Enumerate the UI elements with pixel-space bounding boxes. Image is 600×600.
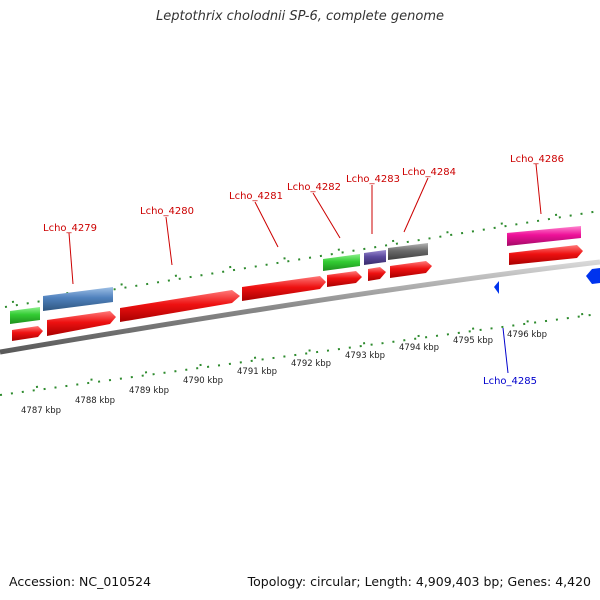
cds-arrow <box>390 261 432 278</box>
lower-tick-ruler <box>0 311 599 396</box>
reverse-strand-track <box>494 268 600 294</box>
gene-label[interactable]: Lcho_4280 <box>140 206 194 217</box>
gene-label[interactable]: Lcho_4281 <box>229 191 283 202</box>
reverse-gene-marker <box>494 281 499 294</box>
cds-track <box>12 245 583 341</box>
genome-backbone <box>0 259 600 355</box>
genome-stats-text: Topology: circular; Length: 4,909,403 bp… <box>247 574 591 589</box>
cog-feature <box>507 226 581 246</box>
cds-arrow <box>47 311 116 336</box>
cds-arrow <box>327 271 362 287</box>
gene-label[interactable]: Lcho_4279 <box>43 223 97 234</box>
gene-labels: Lcho_4279 Lcho_4280 Lcho_4281 Lcho_4282 … <box>43 154 564 387</box>
scale-label: 4791 kbp <box>237 367 277 377</box>
gene-label[interactable]: Lcho_4283 <box>346 174 400 185</box>
cog-feature <box>43 287 113 311</box>
cog-feature <box>388 243 428 260</box>
scale-label: 4792 kbp <box>291 359 331 369</box>
reverse-gene-marker <box>586 268 600 284</box>
genome-title: Leptothrix cholodnii SP-6, complete geno… <box>156 9 444 24</box>
accession-text: Accession: NC_010524 <box>9 574 152 589</box>
cog-feature <box>10 307 40 324</box>
gene-label[interactable]: Lcho_4286 <box>510 154 564 165</box>
cds-arrow <box>509 245 583 265</box>
scale-label: 4790 kbp <box>183 376 223 386</box>
scale-label: 4788 kbp <box>75 396 115 406</box>
label-leaders <box>68 163 542 374</box>
gene-label[interactable]: Lcho_4282 <box>287 182 341 193</box>
gene-label[interactable]: Lcho_4284 <box>402 167 456 178</box>
scale-labels: 4787 kbp 4788 kbp 4789 kbp 4790 kbp 4791… <box>21 330 547 416</box>
cog-track <box>10 226 581 324</box>
scale-label: 4796 kbp <box>507 330 547 340</box>
cds-arrow <box>120 290 240 322</box>
cog-feature <box>323 254 360 271</box>
scale-label: 4787 kbp <box>21 406 61 416</box>
scale-label: 4794 kbp <box>399 343 439 353</box>
scale-label: 4789 kbp <box>129 386 169 396</box>
scale-label: 4793 kbp <box>345 351 385 361</box>
scale-label: 4795 kbp <box>453 336 493 346</box>
cog-feature <box>364 250 386 265</box>
cds-arrow <box>12 326 43 341</box>
gene-label[interactable]: Lcho_4285 <box>483 376 537 387</box>
cds-arrow <box>242 276 326 301</box>
cds-arrow <box>368 267 386 281</box>
